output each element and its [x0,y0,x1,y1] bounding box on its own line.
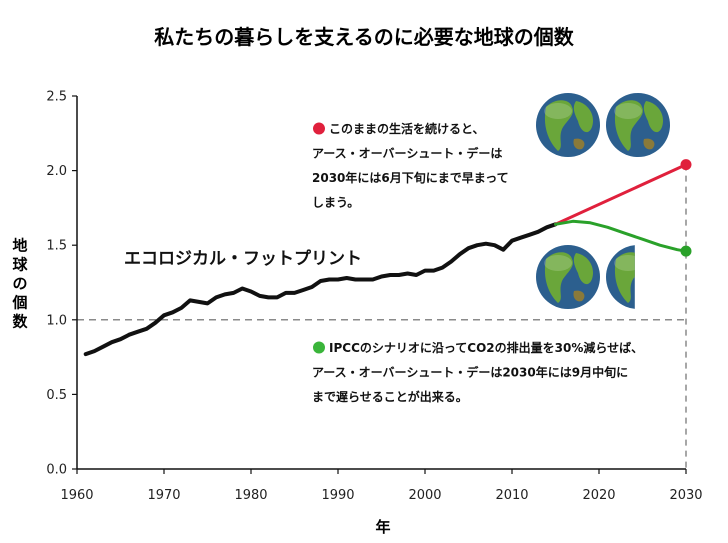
series-label-footprint: エコロジカル・フットプリント [124,248,362,269]
annotation-text-1: IPCCのシナリオに沿ってCO2の排出量を30%減らせば、 [329,340,643,355]
x-tick-label: 2030 [669,488,702,503]
y-tick-label: 0.0 [46,463,67,478]
reference-line-layer [77,164,687,469]
annotation-text-1: アース・オーバーシュート・デーは2030年には9月中旬に [312,365,628,380]
globe-icon [536,93,600,157]
series-line-1 [554,163,688,226]
x-tick-label: 2020 [582,488,615,503]
x-tick-label: 1990 [321,488,354,503]
x-tick-label: 1960 [60,488,93,503]
series-line-2 [554,219,688,253]
y-tick-label: 2.0 [46,164,67,179]
series-line-0 [83,222,558,357]
y-tick-label: 1.0 [46,313,67,328]
y-axis-label-char: 数 [12,313,28,331]
y-tick-label: 1.5 [46,239,67,254]
annotation-text-1: まで遅らせることが出来る。 [312,389,468,404]
annotation-text-0: このままの生活を続けると、 [329,121,485,136]
globe-icon [536,245,600,309]
annotation-text-0: しまう。 [312,196,359,210]
x-tick-label: 1980 [234,488,267,503]
x-tick-label: 2000 [408,488,441,503]
y-axis-label-char: 地 [12,237,27,255]
annotation-marker-1 [313,341,325,354]
y-axis-label-char: の [12,275,27,293]
series-layer [83,159,692,357]
annotation-layer: このままの生活を続けると、アース・オーバーシュート・デーは 2030年には6月下旬… [312,121,643,404]
y-axis-label-char: 球 [12,256,28,274]
y-tick-label: 2.5 [46,90,67,105]
x-tick-label: 2010 [495,488,528,503]
globe-icon [606,245,635,309]
annotation-text-0: アース・オーバーシュート・デーは [312,146,502,161]
x-axis-label: 年 [375,518,390,536]
y-axis-label: 地球の個数 [11,237,28,331]
series-endpoint-2 [680,245,692,257]
annotation-text-0: 2030年には6月下旬にまで早まって [312,170,509,185]
series-endpoint-1 [680,159,692,171]
chart-title: 私たちの暮らしを支えるのに必要な地球の個数 [154,25,574,49]
globe-icon [606,93,670,157]
x-tick-label: 1970 [147,488,180,503]
axes: 0.0 0.5 1.0 1.5 2.0 2.5 1960 1970 1980 1990 2000 20… [46,90,702,504]
y-tick-label: 0.5 [46,388,67,403]
y-axis-label-char: 個 [11,294,27,312]
globe-icons [536,93,670,309]
annotation-marker-0 [313,122,325,135]
